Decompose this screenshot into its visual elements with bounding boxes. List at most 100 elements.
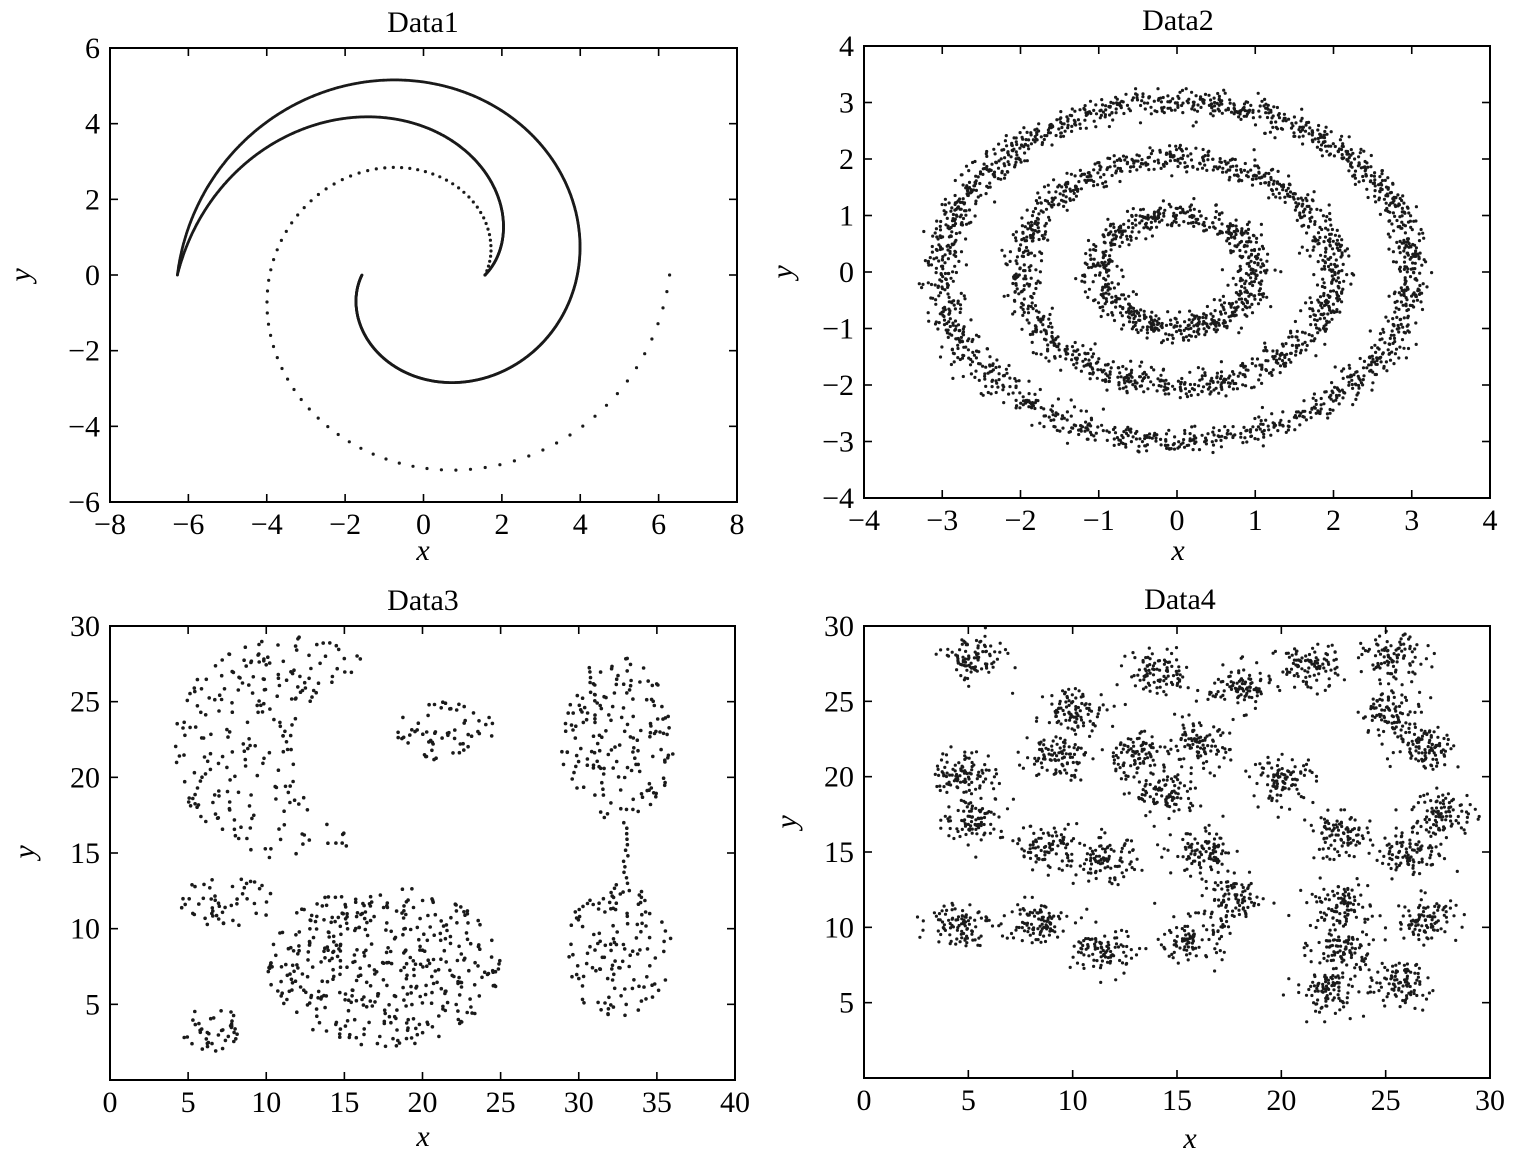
data-point: [951, 351, 956, 355]
data-point: [1241, 302, 1246, 306]
data-point: [1046, 349, 1050, 353]
data-point: [1014, 140, 1018, 144]
data-point: [292, 387, 296, 392]
data-point: [1243, 290, 1247, 294]
data-point: [1011, 312, 1015, 316]
data-point: [1301, 142, 1305, 146]
data-point: [1323, 267, 1327, 271]
data-point: [1005, 371, 1009, 375]
data-point: [1190, 107, 1194, 111]
data-point: [1199, 214, 1203, 218]
data-point: [1058, 354, 1062, 358]
data-point: [1330, 247, 1335, 251]
data-point: [1146, 375, 1150, 379]
data-point: [1330, 274, 1334, 278]
data-point: [1155, 319, 1159, 323]
data-point: [1020, 224, 1024, 228]
data-point: [1324, 327, 1328, 331]
data-point: [1316, 231, 1321, 235]
data-point: [1149, 215, 1153, 219]
data-point: [1015, 153, 1019, 157]
data-point: [1022, 310, 1026, 314]
data-point: [1027, 321, 1031, 325]
data-point: [1329, 223, 1333, 227]
data-point: [1247, 294, 1251, 298]
data-point: [1332, 154, 1336, 158]
data-point: [1297, 202, 1301, 206]
data-point: [1247, 261, 1251, 265]
data-point: [1323, 129, 1327, 134]
data-point: [357, 171, 361, 175]
data-point: [1417, 255, 1421, 259]
data-point: [1220, 211, 1224, 215]
data-point: [1254, 254, 1258, 258]
data-point: [1029, 251, 1033, 255]
data-point: [1232, 372, 1236, 376]
data-point: [1138, 314, 1142, 318]
data-point: [1235, 227, 1239, 232]
data-point: [1046, 183, 1050, 187]
data-point: [1238, 289, 1242, 293]
data-point: [1017, 247, 1021, 251]
data-point: [1351, 174, 1355, 178]
data-point: [1145, 331, 1150, 335]
data-point: [1130, 230, 1134, 234]
data-point: [1115, 158, 1119, 162]
data-point: [1066, 119, 1070, 123]
data-point: [943, 203, 948, 207]
data-point: [1004, 367, 1009, 371]
data-point: [1356, 391, 1360, 395]
data-point: [1384, 315, 1388, 319]
data-point: [1119, 158, 1123, 163]
data-point: [1027, 147, 1031, 151]
data-point: [1220, 268, 1224, 272]
data-point: [1370, 388, 1374, 392]
data-point: [1121, 307, 1125, 311]
data-point: [1313, 220, 1317, 224]
data-point: [1357, 180, 1361, 184]
data-point: [1031, 404, 1035, 408]
data-point: [962, 345, 966, 349]
data-point: [1171, 97, 1175, 101]
data-point: [1147, 168, 1151, 172]
data-point: [1137, 230, 1141, 234]
data-point: [1122, 222, 1126, 226]
data-point: [489, 249, 493, 253]
data-point: [1315, 283, 1320, 287]
data-point: [1101, 305, 1105, 309]
data-point: [1152, 214, 1156, 218]
data-point: [973, 214, 977, 218]
data-point: [948, 324, 952, 329]
data-point: [1149, 365, 1153, 369]
data-point: [1295, 329, 1299, 333]
data-point: [1031, 236, 1035, 240]
data-point: [299, 397, 303, 402]
data-point: [986, 185, 990, 189]
data-point: [1247, 264, 1251, 268]
data-point: [1215, 376, 1219, 380]
data-point: [1412, 299, 1416, 303]
data-point: [1036, 226, 1040, 230]
data-point: [349, 174, 353, 178]
data-point: [1070, 129, 1074, 133]
data-point: [1224, 394, 1228, 398]
data-point: [1217, 321, 1221, 326]
data-point: [961, 216, 966, 221]
data-point: [1211, 221, 1215, 225]
data-point: [1208, 225, 1212, 229]
data-point: [1313, 318, 1317, 322]
data-point: [1359, 166, 1363, 170]
data-point: [943, 288, 947, 292]
data-point: [1334, 265, 1338, 269]
data-point: [1260, 381, 1264, 385]
data-point: [1184, 87, 1188, 91]
data-point: [1317, 309, 1321, 313]
data-point: [1322, 264, 1326, 268]
data-point: [280, 366, 284, 371]
data-point: [1267, 171, 1271, 176]
data-point: [1203, 371, 1207, 375]
data-point: [948, 251, 952, 255]
data-point: [471, 200, 475, 204]
data-point: [1260, 175, 1264, 179]
data-point: [1353, 182, 1357, 186]
